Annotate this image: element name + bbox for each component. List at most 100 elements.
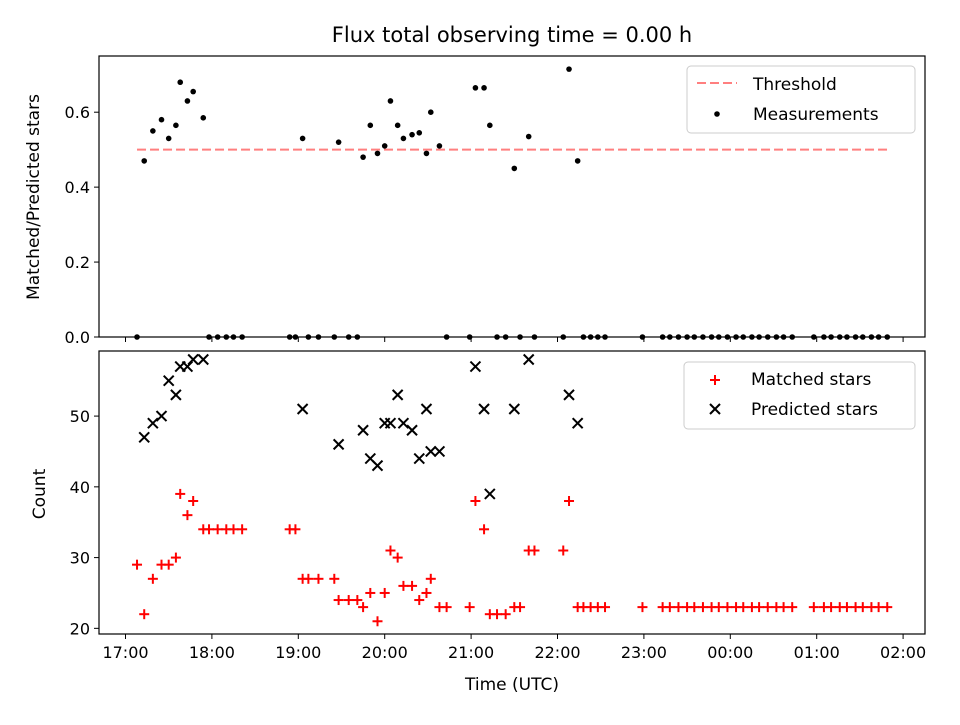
matched-star-point: [826, 602, 837, 613]
x-tick-label: 20:00: [362, 643, 408, 662]
bottom-y-tick-label: 30: [70, 549, 90, 568]
measurement-point: [667, 334, 673, 340]
matched-star-point: [147, 573, 158, 584]
measurement-point: [374, 150, 381, 157]
predicted-star-point: [155, 410, 168, 422]
measurement-point: [173, 122, 179, 129]
matched-star-point: [425, 573, 436, 584]
matched-star-point: [303, 573, 314, 584]
predicted-star-point: [433, 445, 446, 458]
matched-star-point: [882, 602, 893, 613]
x-tick-label: 21:00: [448, 643, 494, 662]
measurement-point: [821, 334, 827, 340]
predicted-star-point: [508, 403, 521, 415]
matched-star-point: [170, 552, 181, 563]
measurement-point: [230, 334, 237, 340]
matched-star-point: [139, 609, 150, 620]
measurement-point: [190, 88, 196, 95]
matched-star-point: [343, 595, 354, 606]
measurement-point: [134, 334, 140, 340]
measurement-point: [443, 334, 450, 340]
x-tick-label: 18:00: [189, 643, 235, 662]
measurement-point: [423, 150, 430, 157]
matched-star-point: [175, 488, 186, 499]
measurement-point: [305, 334, 312, 340]
measurement-point: [780, 334, 787, 340]
matched-star-point: [421, 587, 432, 598]
matched-star-point: [212, 524, 223, 535]
measurement-point: [400, 135, 407, 142]
measurement-point: [580, 334, 587, 340]
matched-star-point: [558, 545, 569, 556]
measurement-point: [360, 154, 366, 160]
threshold-legend-label: Threshold: [752, 75, 837, 95]
measurement-point: [381, 143, 388, 149]
measurements-legend-marker: [714, 111, 720, 117]
bottom-y-tick-label: 20: [70, 619, 90, 638]
matched-star-point: [132, 559, 143, 570]
measurement-point: [715, 334, 722, 340]
measurement-point: [481, 85, 487, 91]
measurement-point: [345, 334, 352, 340]
predicted-star-point: [406, 424, 418, 436]
measurement-point: [165, 135, 172, 142]
predicted-star-point: [384, 417, 397, 429]
matched-star-point: [313, 573, 324, 584]
matched-star-point: [392, 552, 403, 563]
measurement-point: [852, 334, 859, 340]
measurement-point: [223, 334, 230, 340]
predicted-star-point: [563, 389, 575, 401]
top-axes-frame: [98, 55, 926, 338]
x-axis-label: Time (UTC): [464, 675, 559, 695]
predicted-star-point: [478, 403, 490, 415]
matched-star-point: [564, 495, 575, 506]
measurement-point: [200, 115, 207, 121]
matched-star-point: [237, 524, 248, 535]
top-chart-title: Flux total observing time = 0.00 h: [332, 23, 692, 47]
predicted-star-point: [391, 389, 404, 401]
measurement-point: [574, 158, 581, 164]
measurements-legend-label: Measurements: [753, 105, 879, 125]
measurement-point: [184, 98, 191, 104]
predicted-star-point: [484, 488, 496, 500]
matched-star-point: [857, 602, 868, 613]
matched-star-point: [722, 602, 733, 613]
measurement-point: [487, 122, 493, 129]
measurement-point: [141, 158, 148, 164]
measurement-point: [868, 334, 875, 340]
matched-star-point: [637, 602, 648, 613]
top-plot-area: 0.0 0.2 0.4 0.6: [65, 55, 926, 347]
measurement-point: [684, 334, 690, 340]
matched-star-point: [689, 602, 700, 613]
top-y-tick-label: 0.0: [65, 328, 90, 347]
matched-star-point: [182, 510, 193, 521]
matched-star-point: [529, 545, 540, 556]
matched-star-point: [600, 602, 611, 613]
measurement-point: [844, 334, 850, 340]
x-tick-label: 22:00: [534, 643, 580, 662]
predicted-star-point: [397, 417, 410, 429]
predicted-star-point: [522, 353, 535, 366]
matched-star-point: [163, 559, 174, 570]
matched-star-point: [379, 587, 390, 598]
bottom-legend-box: [683, 361, 916, 430]
matched-star-point: [500, 609, 511, 620]
measurement-point: [315, 334, 322, 340]
predicted-star-point: [413, 452, 425, 465]
measurement-point: [740, 334, 747, 340]
matched-star-point: [841, 602, 852, 613]
measurement-point: [409, 131, 415, 138]
measurement-point: [292, 334, 299, 340]
matched-star-point: [754, 602, 765, 613]
measurement-point: [639, 334, 646, 340]
measurement-point: [789, 334, 796, 340]
predicted-star-point: [371, 459, 384, 472]
measurement-point: [331, 334, 338, 340]
matched-star-point: [329, 573, 340, 584]
matched-star-point: [492, 609, 503, 620]
matched-star-point: [352, 595, 363, 606]
measurement-point: [472, 85, 479, 91]
matched-star-point: [333, 595, 344, 606]
measurement-point: [560, 334, 567, 340]
